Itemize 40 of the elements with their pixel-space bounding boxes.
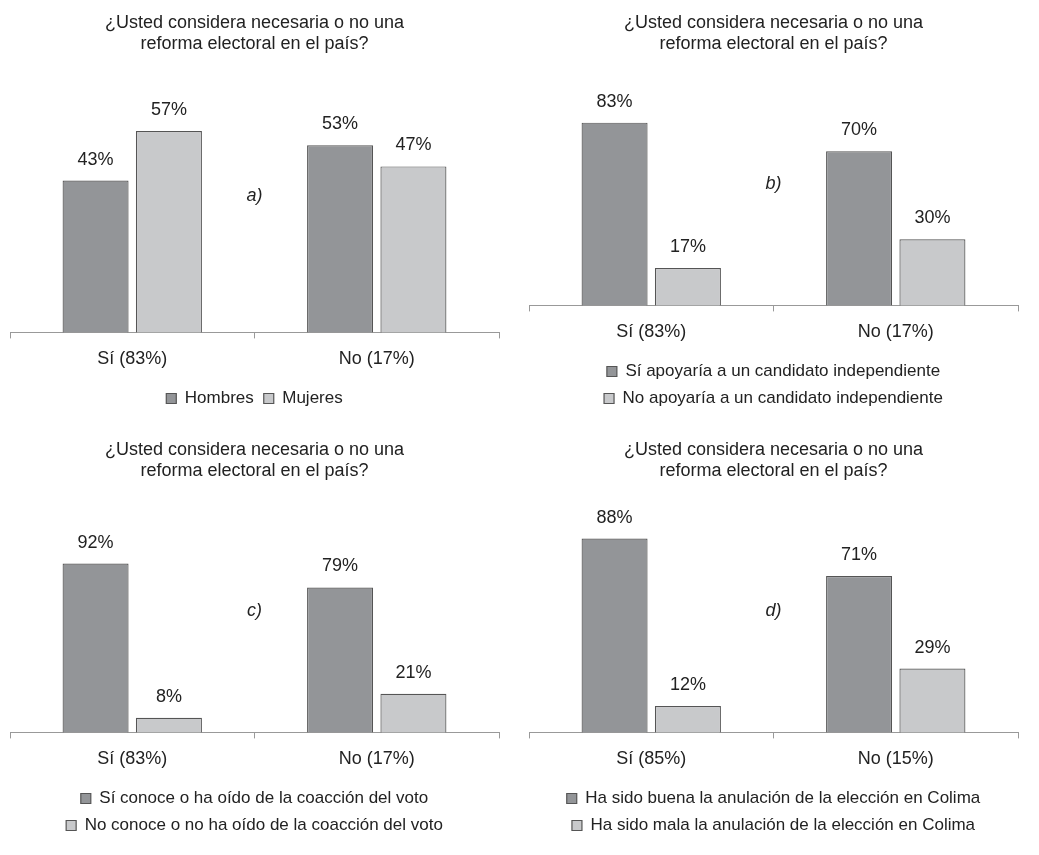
x-tick-label: Sí (83%) — [97, 748, 168, 769]
data-label: 57% — [150, 99, 187, 120]
annotation: d) — [765, 600, 782, 621]
legend-label: Ha sido buena la anulación de la elección en Colima — [585, 788, 981, 808]
data-label: 17% — [669, 235, 706, 256]
chart-title: ¿Usted considera necesaria o no una reforma electoral en el país? — [104, 11, 406, 54]
x-tick-label: No (15%) — [857, 748, 934, 769]
data-label: 83% — [596, 90, 633, 111]
data-label: 29% — [914, 636, 951, 657]
legend-label: Ha sido mala la anulación de la elección en Colima — [590, 815, 976, 835]
data-label: 43% — [77, 148, 114, 169]
legend-label: Mujeres — [282, 388, 343, 408]
annotation: b) — [765, 173, 782, 194]
data-label: 70% — [841, 119, 878, 140]
data-label: 12% — [669, 673, 706, 694]
chart-title: ¿Usted considera necesaria o no una reforma electoral en el país? — [623, 11, 925, 54]
legend-label: No conoce o no ha oído de la coacción del voto — [84, 815, 443, 835]
data-label: 47% — [395, 134, 432, 155]
annotation: c) — [247, 600, 262, 621]
data-label: 8% — [155, 685, 182, 706]
data-label: 88% — [596, 506, 633, 527]
chart-title: ¿Usted considera necesaria o no una reforma electoral en el país? — [104, 438, 406, 481]
chart-title: ¿Usted considera necesaria o no una reforma electoral en el país? — [623, 438, 925, 481]
legend-label: Hombres — [184, 388, 254, 408]
x-tick-label: Sí (83%) — [616, 321, 687, 342]
data-label: 21% — [395, 661, 432, 682]
legend-label: No apoyaría a un candidato independiente — [622, 388, 943, 408]
x-tick-label: No (17%) — [338, 348, 415, 369]
x-tick-label: No (17%) — [338, 748, 415, 769]
x-tick-label: Sí (85%) — [616, 748, 687, 769]
legend-label: Sí conoce o ha oído de la coacción del voto — [99, 788, 429, 808]
x-tick-label: Sí (83%) — [97, 348, 168, 369]
data-label: 79% — [322, 555, 359, 576]
data-label: 92% — [77, 531, 114, 552]
data-label: 30% — [914, 207, 951, 228]
x-tick-label: No (17%) — [857, 321, 934, 342]
annotation: a) — [246, 185, 263, 206]
legend-label: Sí apoyaría a un candidato independiente — [625, 361, 941, 381]
data-label: 53% — [322, 113, 359, 134]
data-label: 71% — [841, 544, 878, 565]
